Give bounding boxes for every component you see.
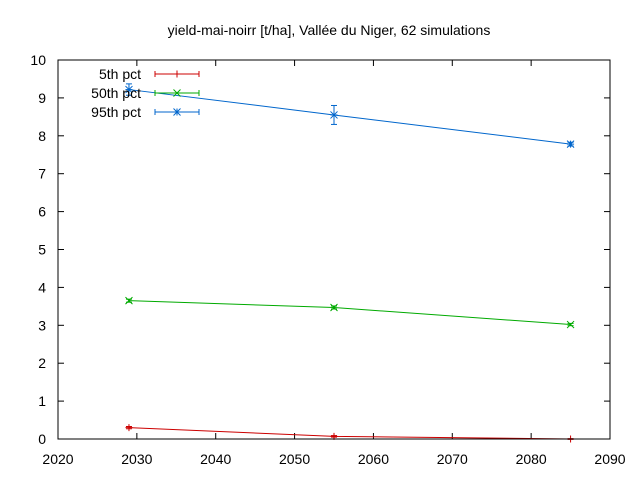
series-line	[128, 427, 571, 440]
series-2	[125, 83, 575, 148]
legend-label: 5th pct	[99, 66, 141, 82]
y-tick-label: 8	[38, 128, 46, 144]
legend-marker	[173, 108, 181, 116]
legend: 5th pct 50th pct 95th pct	[91, 66, 200, 120]
legend-marker	[173, 89, 181, 97]
series-line	[128, 300, 571, 326]
data-point	[125, 424, 133, 432]
chart-title: yield-mai-noirr [t/ha], Vallée du Niger,…	[168, 22, 491, 38]
x-tick-label: 2090	[594, 451, 625, 467]
series-line	[128, 89, 571, 145]
y-tick-label: 6	[38, 204, 46, 220]
y-axis: 0 1 2 3 4 5 6 7 8 9 10	[30, 52, 610, 447]
y-tick-label: 0	[38, 431, 46, 447]
y-tick-label: 5	[38, 242, 46, 258]
series-0	[125, 424, 575, 443]
data-point	[330, 303, 338, 312]
data-point	[125, 296, 133, 305]
y-tick-label: 1	[38, 393, 46, 409]
y-tick-label: 3	[38, 317, 46, 333]
x-tick-label: 2020	[42, 451, 73, 467]
data-point	[125, 85, 133, 94]
legend-marker	[173, 70, 181, 78]
data-point	[566, 140, 575, 148]
y-tick-label: 7	[38, 166, 46, 182]
y-tick-label: 10	[30, 52, 46, 68]
plot-series	[125, 83, 575, 443]
y-tick-label: 2	[38, 355, 46, 371]
series-1	[125, 296, 575, 329]
x-tick-label: 2060	[358, 451, 389, 467]
y-tick-label: 4	[38, 279, 46, 295]
x-tick-label: 2040	[200, 451, 231, 467]
x-tick-label: 2030	[121, 451, 152, 467]
x-tick-label: 2070	[437, 451, 468, 467]
x-axis: 2020 2030 2040 2050 2060 2070 2080 2090	[42, 60, 626, 467]
x-tick-label: 2050	[279, 451, 310, 467]
x-tick-label: 2080	[516, 451, 547, 467]
data-point	[566, 320, 575, 329]
y-tick-label: 9	[38, 90, 46, 106]
legend-label: 50th pct	[91, 85, 141, 101]
legend-label: 95th pct	[91, 104, 141, 120]
data-point	[330, 111, 338, 119]
plot-frame	[57, 59, 611, 440]
